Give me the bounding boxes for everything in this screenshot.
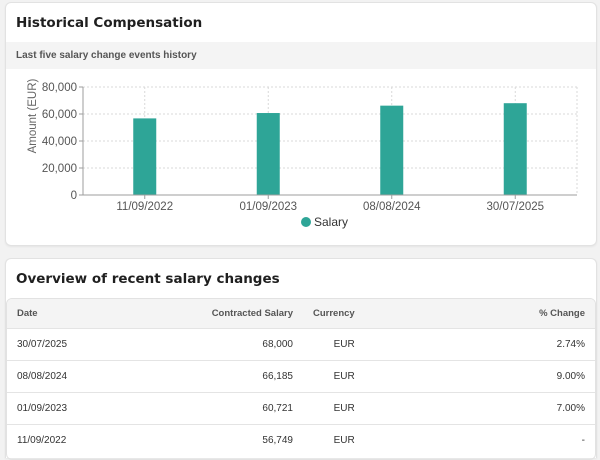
legend-label-salary: Salary <box>314 215 348 229</box>
column-header-contracted-salary[interactable]: Contracted Salary <box>211 307 293 319</box>
y-tick-label: 0 <box>71 190 77 202</box>
table-row: 08/08/2024 66,185 EUR 9.00% <box>7 359 595 392</box>
cell-salary: 56,749 <box>127 423 303 456</box>
bars-layer <box>133 103 527 195</box>
labels-layer: 0 20,000 40,000 60,000 80,000 11/09/2022 01/09… <box>27 78 544 213</box>
y-tick-label: 60,000 <box>42 109 77 121</box>
y-axis-title: Amount (EUR) <box>27 78 39 153</box>
table-header-row: Date Contracted Salary Currency % Change <box>7 299 595 328</box>
cell-date: 08/08/2024 <box>7 359 127 392</box>
y-tick-label: 80,000 <box>42 82 77 94</box>
x-tick-label: 30/07/2025 <box>486 201 544 213</box>
cell-salary: 60,721 <box>127 391 303 424</box>
cell-date: 01/09/2023 <box>7 391 127 424</box>
cell-date: 30/07/2025 <box>7 327 127 360</box>
x-tick-label: 11/09/2022 <box>116 201 173 213</box>
x-tick-label: 08/08/2024 <box>363 201 421 213</box>
historical-compensation-card: Historical Compensation Last five salary… <box>5 2 597 246</box>
cell-currency: EUR <box>303 359 505 392</box>
salary-changes-table-wrapper: Date Contracted Salary Currency % Change… <box>6 298 596 460</box>
legend-marker-salary <box>301 217 311 227</box>
cell-salary: 68,000 <box>127 327 303 360</box>
salary-bar-chart: 0 20,000 40,000 60,000 80,000 11/09/2022 01/09… <box>27 78 578 229</box>
x-tick-label: 01/09/2023 <box>239 201 297 213</box>
cell-change: 9.00% <box>504 359 595 392</box>
cell-salary: 66,185 <box>127 359 303 392</box>
legend-layer: Salary <box>301 215 348 229</box>
axes-layer <box>79 86 577 199</box>
grid-layer <box>83 86 578 195</box>
salary-changes-card: Overview of recent salary changes Date C… <box>5 258 597 460</box>
cell-currency: EUR <box>303 327 505 360</box>
chart-card-title: Historical Compensation <box>16 15 203 31</box>
table-row: 11/09/2022 56,749 EUR - <box>7 423 595 456</box>
bar-salary <box>503 103 527 195</box>
table-card-title: Overview of recent salary changes <box>16 271 280 287</box>
cell-change: - <box>504 423 595 456</box>
bar-salary <box>133 118 157 195</box>
chart-subtitle: Last five salary change events history <box>6 42 596 69</box>
column-header-date[interactable]: Date <box>17 307 38 319</box>
column-header-currency[interactable]: Currency <box>313 307 355 319</box>
bar-salary <box>380 105 404 195</box>
cell-change: 7.00% <box>504 391 595 424</box>
bar-salary <box>256 113 280 195</box>
table-row: 30/07/2025 68,000 EUR 2.74% <box>7 327 595 360</box>
column-header-percent-change[interactable]: % Change <box>539 307 585 319</box>
cell-currency: EUR <box>303 391 505 424</box>
y-tick-label: 20,000 <box>42 163 77 175</box>
cell-change: 2.74% <box>504 327 595 360</box>
cell-date: 11/09/2022 <box>7 423 127 456</box>
salary-changes-table: Date Contracted Salary Currency % Change… <box>7 299 595 456</box>
y-tick-label: 40,000 <box>42 136 77 148</box>
table-row: 01/09/2023 60,721 EUR 7.00% <box>7 391 595 424</box>
cell-currency: EUR <box>303 423 505 456</box>
